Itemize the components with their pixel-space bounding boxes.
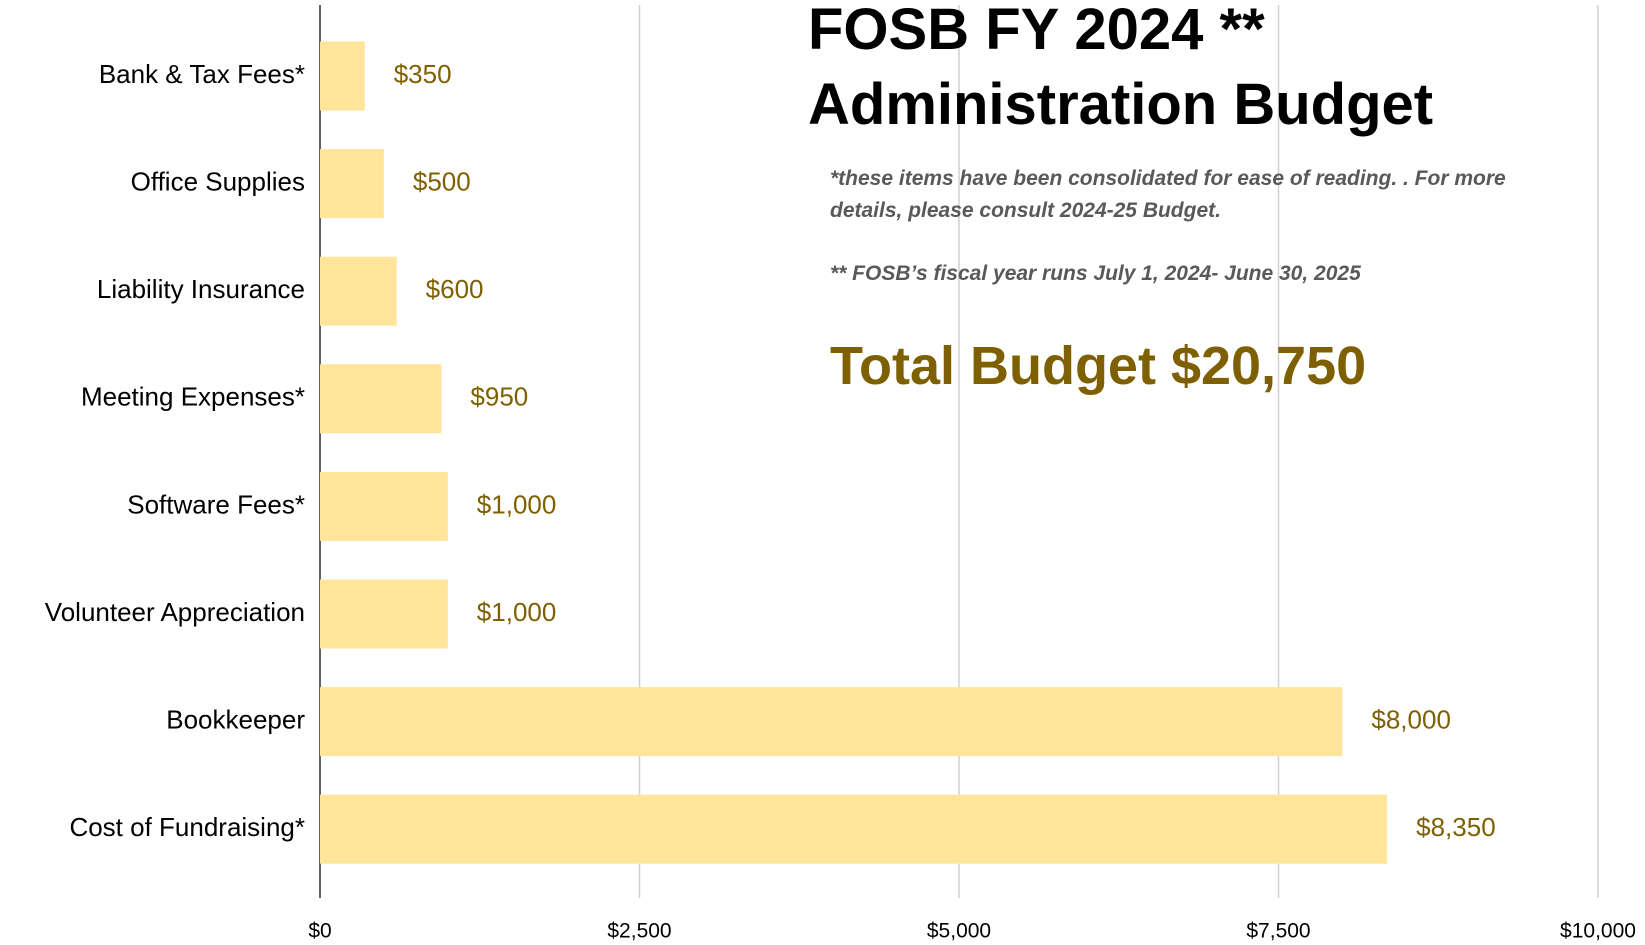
bar [320, 471, 448, 541]
bar [320, 794, 1388, 864]
bar [320, 149, 384, 219]
x-tick-label: $10,000 [1560, 920, 1636, 943]
value-label: $500 [413, 166, 471, 196]
x-tick-label: $7,500 [1246, 920, 1310, 943]
value-label: $1,000 [477, 489, 557, 519]
value-label: $350 [394, 59, 452, 89]
y-tick-label: Software Fees* [127, 489, 305, 519]
chart-title: Administration Budget [808, 72, 1434, 137]
value-label: $600 [426, 274, 484, 304]
total-budget: Total Budget $20,750 [830, 336, 1367, 396]
x-tick-label: $5,000 [927, 920, 991, 943]
value-label: $1,000 [477, 597, 557, 627]
y-tick-label: Bank & Tax Fees* [99, 59, 305, 89]
bar [320, 687, 1343, 757]
y-tick-label: Meeting Expenses* [81, 382, 305, 412]
value-label: $8,350 [1416, 812, 1496, 842]
x-tick-label: $0 [308, 920, 331, 943]
bar [320, 256, 397, 326]
bar [320, 364, 442, 434]
bar [320, 41, 365, 111]
bar [320, 579, 448, 649]
x-tick-label: $2,500 [607, 920, 671, 943]
y-tick-label: Bookkeeper [166, 704, 305, 734]
y-tick-label: Cost of Fundraising* [69, 812, 305, 842]
y-tick-label: Liability Insurance [97, 274, 305, 304]
value-label: $8,000 [1371, 704, 1451, 734]
y-tick-label: Volunteer Appreciation [45, 597, 305, 627]
y-tick-label: Office Supplies [131, 166, 305, 196]
note: *these items have been consolidated for … [830, 167, 1506, 222]
value-label: $950 [470, 382, 528, 412]
chart-title: FOSB FY 2024 ** [808, 0, 1265, 62]
note: ** FOSB’s fiscal year runs July 1, 2024-… [830, 262, 1361, 285]
